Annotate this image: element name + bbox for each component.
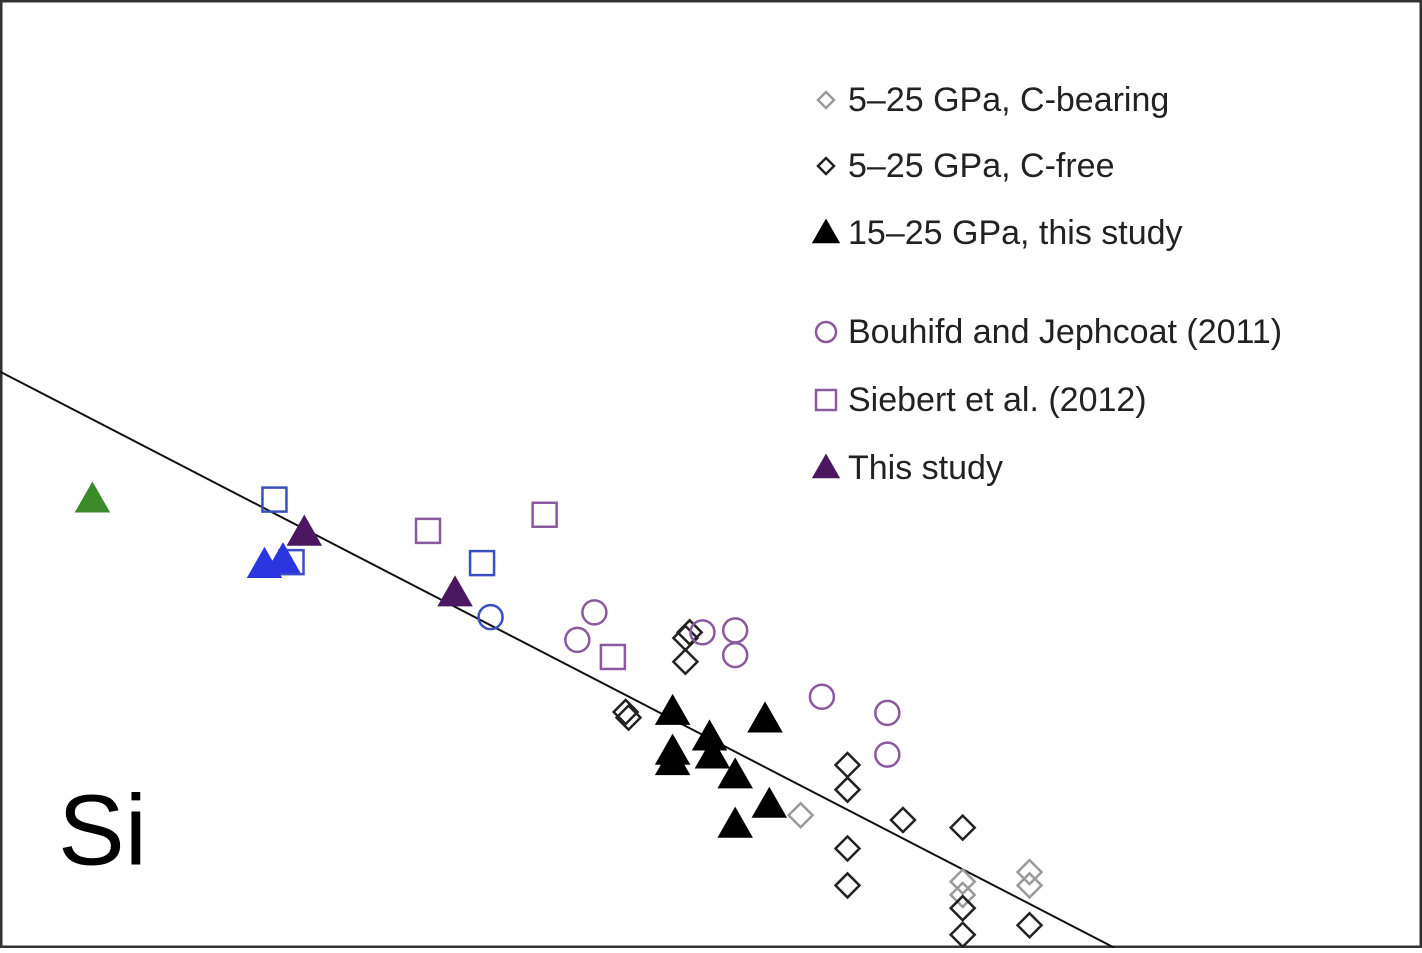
point — [751, 786, 788, 818]
point — [833, 775, 862, 804]
point — [654, 693, 691, 725]
point — [531, 501, 558, 529]
legend-marker — [814, 388, 838, 412]
point — [747, 701, 783, 733]
legend-marker — [816, 90, 836, 110]
legend-label: Siebert et al. (2012) — [848, 381, 1147, 419]
point — [1015, 871, 1044, 900]
fit-line — [0, 370, 1116, 949]
point — [689, 619, 716, 646]
point — [948, 920, 977, 949]
point — [614, 703, 643, 732]
point — [889, 806, 917, 834]
point — [581, 599, 608, 626]
point — [874, 741, 901, 768]
point — [468, 549, 496, 577]
point — [437, 575, 473, 607]
legend-label: This study — [848, 449, 1003, 487]
point — [717, 757, 753, 789]
point — [671, 647, 700, 676]
legend-label: Bouhifd and Jephcoat (2011) — [848, 313, 1282, 351]
point — [808, 683, 836, 711]
point — [414, 517, 442, 545]
point — [948, 867, 977, 896]
point — [654, 744, 691, 776]
point — [611, 698, 640, 726]
point — [599, 643, 627, 671]
point — [1015, 911, 1044, 940]
point — [833, 834, 862, 863]
point — [1015, 858, 1044, 886]
point — [717, 806, 753, 838]
element-label: Si — [58, 774, 147, 886]
legend-marker — [814, 320, 838, 344]
point — [786, 801, 815, 830]
point — [286, 514, 323, 546]
point — [564, 626, 591, 654]
legend-marker — [811, 218, 841, 244]
legend-label: 5–25 GPa, C-bearing — [848, 81, 1169, 119]
point — [675, 618, 704, 647]
point — [948, 894, 977, 922]
point — [948, 881, 977, 909]
legend-marker — [816, 156, 836, 176]
point — [74, 481, 111, 513]
point — [477, 603, 504, 631]
legend-label: 5–25 GPa, C-free — [848, 147, 1114, 185]
point — [721, 641, 749, 669]
point — [833, 871, 862, 900]
legend-label: 15–25 GPa, this study — [848, 214, 1183, 252]
point — [948, 813, 977, 842]
legend-marker — [811, 453, 841, 479]
point — [265, 542, 301, 574]
point — [694, 737, 731, 769]
point — [261, 486, 288, 513]
point — [874, 699, 901, 727]
